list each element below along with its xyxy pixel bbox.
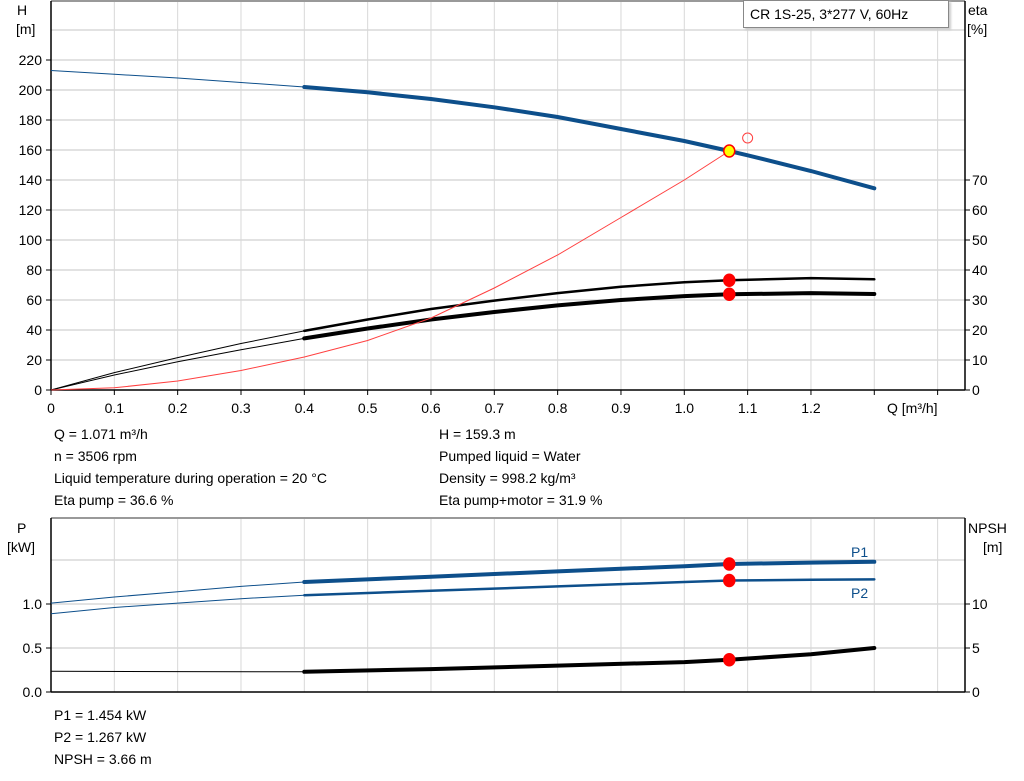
reference-point	[742, 132, 754, 144]
top-operating-point	[723, 273, 736, 287]
bottom-series-1-thin	[50, 594, 305, 615]
x-axis-label-q: Q [m³/h]	[887, 400, 938, 416]
top-operating-point	[723, 287, 736, 302]
bottom-series-1-thick	[303, 578, 876, 597]
x-tick-label: 0.3	[231, 400, 251, 416]
top-series-1-thick	[303, 276, 876, 333]
series-label-p2: P2	[851, 585, 869, 601]
x-tick-label: 0.5	[358, 400, 378, 416]
top-y2-tick-label: 40	[972, 262, 988, 278]
bottom-operating-point	[723, 557, 736, 571]
readout-q: Q = 1.071 m³/h	[54, 426, 148, 442]
x-tick-label: 0.2	[168, 400, 188, 416]
top-series-0-thin	[50, 70, 305, 88]
top-y-tick-label: 140	[19, 172, 43, 188]
readout-npsh: NPSH = 3.66 m	[54, 751, 152, 767]
top-y-tick-label: 20	[26, 352, 42, 368]
top-y2-tick-label: 60	[972, 202, 988, 218]
top-y-tick-label: 60	[26, 292, 42, 308]
bottom-series-0-thick	[302, 559, 877, 584]
top-y-tick-label: 180	[19, 112, 43, 128]
bottom-y2-tick-label: 10	[972, 596, 988, 612]
bottom-operating-point	[723, 573, 736, 588]
top-y-tick-label: 200	[19, 82, 43, 98]
readout-p2: P2 = 1.267 kW	[54, 729, 147, 745]
y-axis-label-h: H	[17, 2, 28, 18]
readout-density: Density = 998.2 kg/m³	[439, 470, 576, 486]
top-y2-tick-label: 70	[972, 172, 988, 188]
x-tick-label: 1.2	[801, 400, 821, 416]
y-axis-unit-p: [kW]	[7, 539, 35, 555]
top-series-0-thick	[302, 85, 877, 191]
x-tick-label: 1.1	[738, 400, 758, 416]
x-tick-label: 0.4	[295, 400, 315, 416]
x-tick-label: 0.8	[548, 400, 568, 416]
readout-liquid: Pumped liquid = Water	[439, 448, 581, 464]
top-series-1-thin	[50, 330, 305, 391]
readout-eta-pump: Eta pump = 36.6 %	[54, 492, 174, 508]
x-tick-label: 0.1	[105, 400, 125, 416]
top-y-tick-label: 80	[26, 262, 42, 278]
top-series-2-thick	[302, 291, 877, 341]
x-tick-label: 0.6	[421, 400, 441, 416]
top-y2-tick-label: 30	[972, 292, 988, 308]
top-series-2-thin	[50, 337, 305, 391]
y2-axis-label-npsh: NPSH	[968, 520, 1007, 536]
top-y-tick-label: 160	[19, 142, 43, 158]
top-y2-tick-label: 10	[972, 352, 988, 368]
pump-title: CR 1S-25, 3*277 V, 60Hz	[750, 6, 909, 22]
bottom-series-0-thin	[50, 581, 305, 604]
top-y-tick-label: 40	[26, 322, 42, 338]
bottom-series-2-thin	[50, 670, 305, 673]
bottom-series-2-thick	[302, 646, 877, 674]
y2-axis-unit-eta: [%]	[967, 21, 988, 37]
top-operating-point	[723, 144, 736, 158]
readout-eta-pump-motor: Eta pump+motor = 31.9 %	[439, 492, 603, 508]
x-tick-label: 1.0	[675, 400, 695, 416]
series-label-p1: P1	[851, 544, 869, 560]
y-axis-label-p: P	[17, 520, 27, 536]
readout-h: H = 159.3 m	[439, 426, 516, 442]
bottom-y-tick-label: 1.0	[23, 596, 43, 612]
bottom-y2-tick-label: 0	[972, 684, 980, 700]
top-y-tick-label: 0	[34, 382, 42, 398]
readout-p1: P1 = 1.454 kW	[54, 707, 147, 723]
x-tick-label: 0.9	[611, 400, 631, 416]
y-axis-unit-h: [m]	[16, 21, 36, 37]
top-y-tick-label: 120	[19, 202, 43, 218]
bottom-y-tick-label: 0.5	[23, 640, 43, 656]
top-series-3-thin	[50, 150, 730, 391]
readout-temperature: Liquid temperature during operation = 20…	[54, 470, 327, 486]
top-y2-tick-label: 50	[972, 232, 988, 248]
readout-n: n = 3506 rpm	[54, 448, 137, 464]
x-tick-label: 0	[47, 400, 55, 416]
top-y-tick-label: 100	[19, 232, 43, 248]
top-y-tick-label: 220	[19, 52, 43, 68]
bottom-y2-tick-label: 5	[972, 640, 980, 656]
bottom-y-tick-label: 0.0	[23, 684, 43, 700]
pump-title-box: CR 1S-25, 3*277 V, 60Hz	[743, 0, 949, 28]
y2-axis-unit-npsh: [m]	[983, 539, 1003, 555]
y2-axis-label-eta: eta	[968, 2, 988, 18]
top-y2-tick-label: 20	[972, 322, 988, 338]
bottom-operating-point	[723, 653, 736, 667]
top-y2-tick-label: 0	[972, 382, 980, 398]
x-tick-label: 0.7	[485, 400, 505, 416]
